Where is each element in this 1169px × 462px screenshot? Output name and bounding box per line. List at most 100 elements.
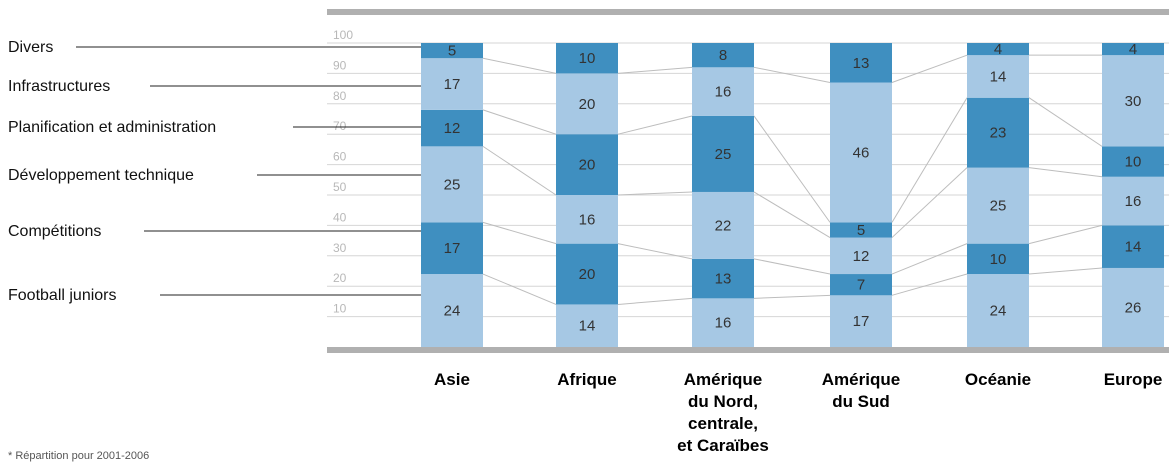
value-label: 4 [1129,41,1137,58]
value-label: 25 [444,176,461,193]
bar-segment [421,146,483,223]
category-label: Afrique [557,370,617,389]
connector-line [891,273,968,296]
category-label: Asie [434,370,470,389]
value-labels: 24 17 25 12 17 5 14 20 16 20 20 10 16 13 22 25 16 8 17 7 12 5… [444,41,1142,335]
chart-frame [327,9,1169,353]
bar-segment [830,295,892,347]
value-label: 22 [715,217,732,234]
y-tick-80: 80 [333,89,347,103]
value-label: 16 [579,211,596,228]
bar-segment [830,43,892,83]
connector-line [482,57,557,74]
bar-segment [692,67,754,116]
value-label: 17 [853,313,870,330]
y-tick-60: 60 [333,150,347,164]
connector-line [753,115,831,223]
legend-label: Infrastructures [8,78,110,95]
value-label: 5 [857,222,865,239]
value-label: 26 [1125,299,1142,316]
bar-segment [967,274,1029,347]
value-label: 24 [990,303,1007,320]
connector-line [482,109,557,135]
connector-line [753,66,831,84]
bar-segment [1102,225,1164,268]
y-tick-50: 50 [333,180,347,194]
legend: Football juniors Compétitions Développemen… [8,39,421,304]
bar-segment [692,115,754,192]
legend-label: Football juniors [8,287,117,304]
value-label: 14 [579,318,596,335]
bottom-rule [327,347,1169,353]
bar-segment [967,43,1029,56]
connector-line [891,54,968,83]
bars [421,43,1164,347]
connector-line [1028,224,1103,245]
bar-segment [967,167,1029,244]
value-label: 25 [990,198,1007,215]
y-tick-20: 20 [333,271,347,285]
y-axis-ticks: 10 20 30 40 50 60 70 80 90 100 [333,28,353,316]
category-label: Amérique du Nord, centrale, et Caraïbes [677,370,769,455]
value-label: 23 [990,125,1007,142]
connector-line [891,97,968,223]
value-label: 16 [715,315,732,332]
value-label: 20 [579,266,596,283]
category-label: Océanie [965,370,1031,389]
category-labels: Asie Afrique Amérique du Nord, centrale, et C… [434,370,1162,455]
value-label: 20 [579,157,596,174]
bar-segment [556,134,618,195]
value-label: 17 [444,240,461,257]
bar-segment [967,97,1029,168]
bar-segment [830,274,892,296]
connector-line [617,191,693,196]
value-label: 13 [715,271,732,288]
value-label: 16 [1125,193,1142,210]
bar-segment [692,258,754,299]
category-label: Europe [1104,370,1163,389]
value-label: 13 [853,55,870,72]
y-tick-30: 30 [333,241,347,255]
footnote: * Répartition pour 2001-2006 [8,450,149,462]
y-tick-100: 100 [333,28,353,42]
bar-segment [556,243,618,305]
bar-segment [967,55,1029,98]
value-label: 7 [857,277,865,294]
value-label: 5 [448,43,456,60]
bar-segment [1102,267,1164,347]
legend-label: Compétitions [8,223,101,240]
value-label: 10 [579,50,596,67]
bar-segment [692,298,754,347]
connector-line [482,221,557,245]
bar-segment [830,222,892,238]
bar-segment [421,58,483,110]
bar-segment [556,195,618,244]
bar-segment [1102,55,1164,147]
value-label: 24 [444,303,461,320]
value-label: 46 [853,144,870,161]
bar-segment [1102,176,1164,226]
value-label: 30 [1125,93,1142,110]
connector-line [482,145,557,196]
value-label: 14 [1125,239,1142,256]
value-label: 10 [1125,154,1142,171]
legend-label: Développement technique [8,167,194,184]
top-rule [327,9,1169,15]
connector-line [617,115,693,135]
value-label: 16 [715,84,732,101]
value-label: 25 [715,146,732,163]
bar-segment [1102,43,1164,56]
segment-connectors [482,54,1103,305]
value-label: 4 [994,41,1002,58]
bar-segment [421,274,483,347]
bar-segment [556,73,618,135]
value-label: 20 [579,96,596,113]
bar-segment [830,82,892,223]
bar-segment [421,222,483,275]
value-label: 12 [444,120,461,137]
bar-segment [692,43,754,68]
value-label: 12 [853,248,870,265]
bar-segment [556,43,618,74]
value-label: 10 [990,251,1007,268]
